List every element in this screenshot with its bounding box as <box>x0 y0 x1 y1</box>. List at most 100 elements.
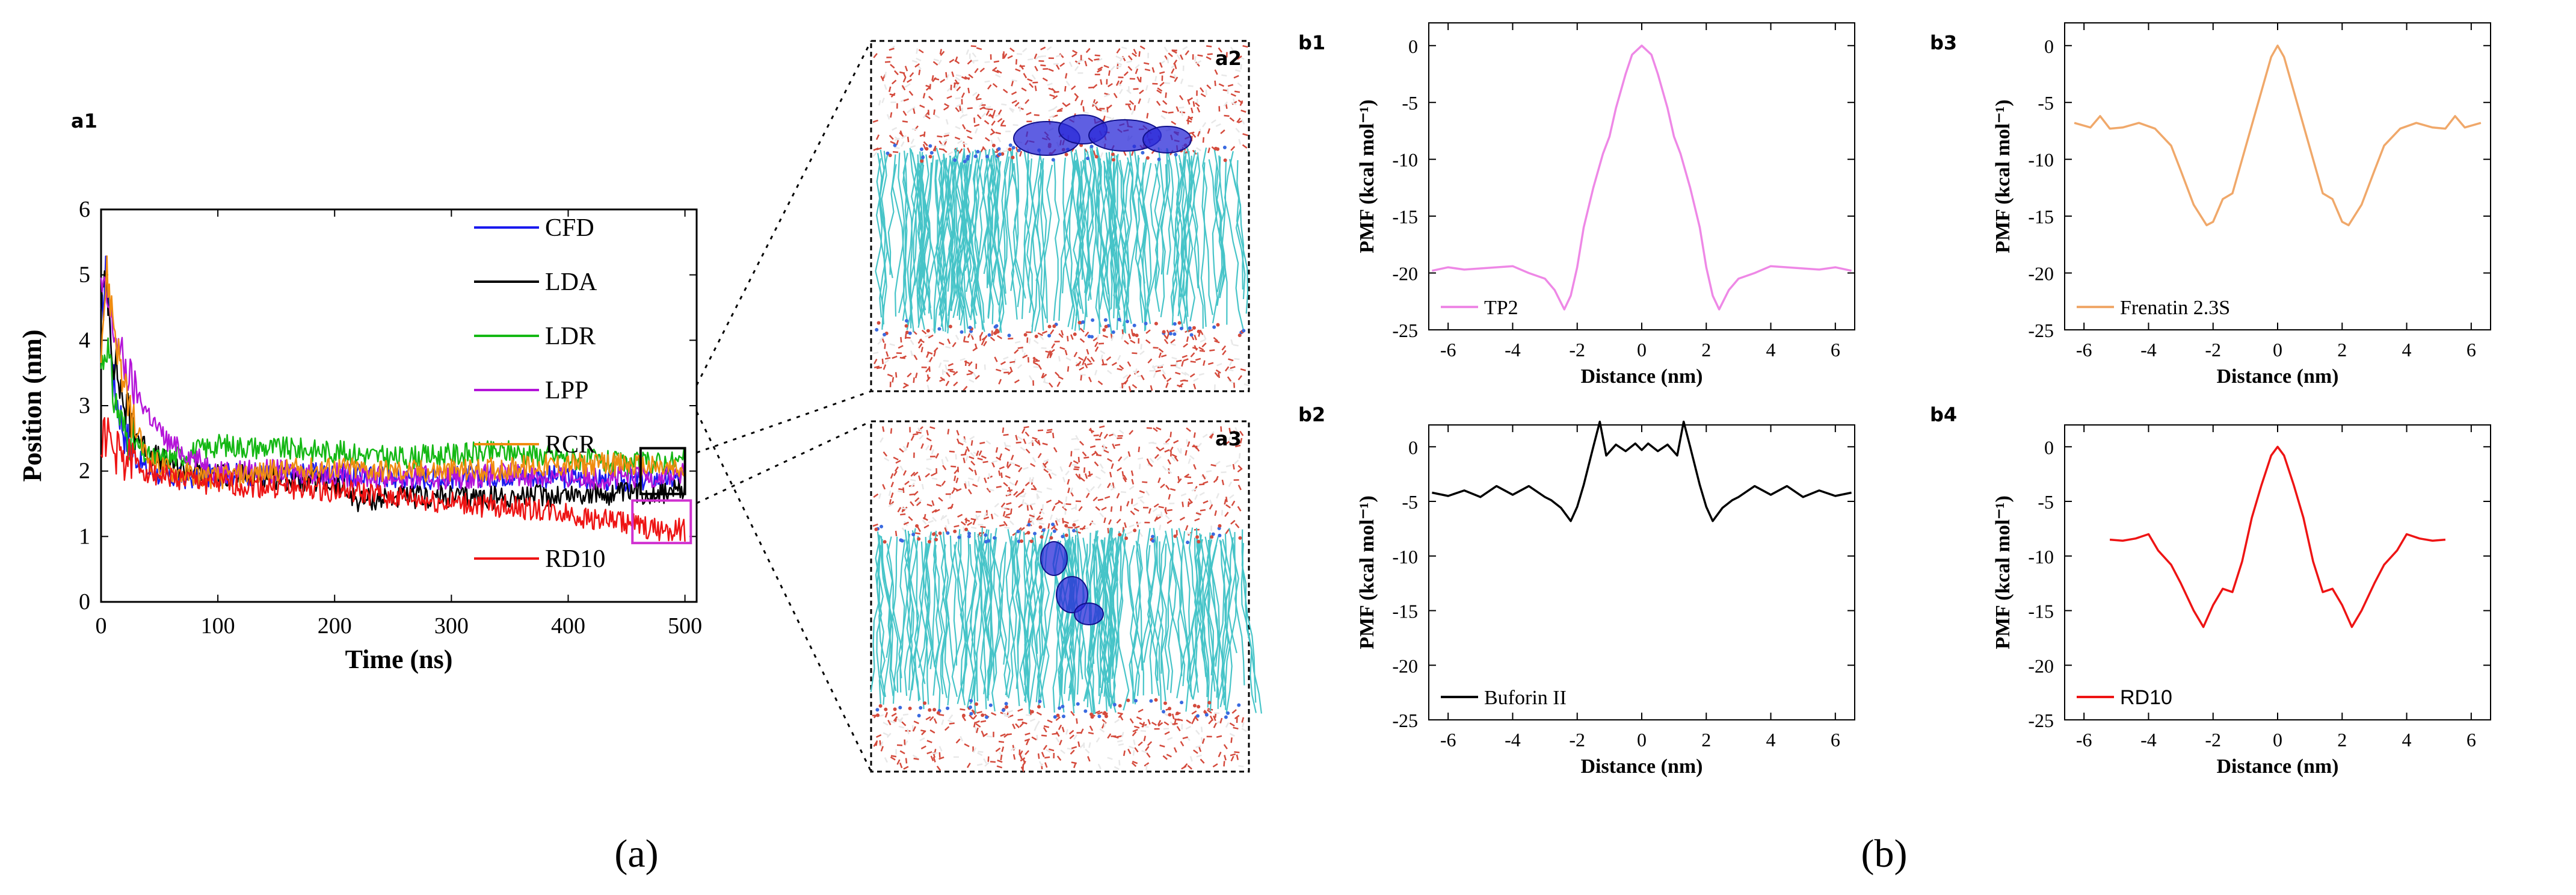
water-stick <box>1015 435 1018 441</box>
headgroup-atom <box>1207 701 1212 705</box>
lipid-tail <box>929 538 937 669</box>
headgroup-atom <box>963 159 967 164</box>
water-stick <box>1127 361 1132 367</box>
headgroup-atom <box>1157 157 1161 161</box>
water-stick <box>889 48 895 51</box>
water-stick <box>986 735 993 738</box>
water-stick <box>1133 48 1137 55</box>
water-stick <box>946 372 951 377</box>
plot-frame <box>2064 424 2491 720</box>
water-stick <box>1012 754 1016 760</box>
water-stick <box>1043 381 1049 385</box>
water-stick <box>1122 477 1127 483</box>
headgroup-atom <box>1038 525 1043 529</box>
water-stick <box>1103 116 1106 122</box>
water-stick <box>988 489 994 492</box>
water-stick <box>1213 478 1218 483</box>
water-stick <box>1121 731 1124 738</box>
water-stick <box>876 367 883 370</box>
water-stick <box>967 521 973 526</box>
water-stick <box>1219 717 1223 724</box>
water-stick <box>1100 354 1103 361</box>
water-stick <box>1028 375 1033 381</box>
water-stick <box>942 138 948 144</box>
water-stick <box>1020 757 1026 762</box>
water-stick <box>1127 55 1133 61</box>
water-stick <box>1047 523 1050 529</box>
lipid-tail <box>1222 533 1229 705</box>
water-stick <box>1015 441 1021 444</box>
water-stick <box>1231 102 1237 105</box>
water-stick <box>1164 82 1171 84</box>
water-stick <box>1138 741 1143 746</box>
water-stick <box>902 470 907 476</box>
water-stick <box>1166 469 1172 474</box>
water-stick <box>938 713 944 716</box>
water-stick <box>1237 506 1242 512</box>
water-stick <box>943 370 949 374</box>
water-stick <box>948 714 954 720</box>
water-stick <box>1070 85 1076 90</box>
water-stick <box>926 740 932 743</box>
water-stick <box>987 84 992 90</box>
x-tick-label: 300 <box>434 613 469 639</box>
headgroup-atom <box>1149 699 1153 703</box>
lipid-tail <box>972 162 984 330</box>
headgroup-atom <box>1133 699 1138 703</box>
lipid-tail <box>881 150 887 324</box>
x-tick-label: 200 <box>318 613 352 639</box>
headgroup-atom <box>1103 318 1108 322</box>
y-tick-label: 3 <box>79 393 90 418</box>
headgroup-atom <box>961 713 966 717</box>
water-stick <box>1237 55 1242 60</box>
water-stick <box>1203 360 1206 366</box>
water-stick <box>902 487 905 493</box>
x-tick-label: 0 <box>2273 729 2282 751</box>
lipid-tail <box>1089 531 1101 650</box>
headgroup-atom <box>1027 522 1031 527</box>
water-stick <box>1041 465 1046 471</box>
water-stick <box>1028 441 1034 445</box>
water-stick <box>1036 720 1040 726</box>
water-stick <box>1090 356 1095 362</box>
water-stick <box>1223 744 1228 750</box>
headgroup-atom <box>984 533 988 537</box>
water-stick <box>964 518 970 522</box>
water-stick <box>1127 105 1132 111</box>
water-stick <box>1175 366 1181 370</box>
water-stick <box>1068 462 1073 468</box>
water-stick <box>934 509 940 513</box>
water-stick <box>940 51 945 57</box>
lipid-tail <box>887 154 896 275</box>
headgroup-atom <box>1011 155 1015 159</box>
water-stick <box>1043 468 1049 473</box>
water-stick <box>1069 734 1074 740</box>
water-stick <box>1150 385 1153 391</box>
water-stick <box>1189 131 1195 135</box>
water-stick <box>1059 53 1064 58</box>
water-stick <box>973 372 977 378</box>
water-stick <box>1127 66 1133 71</box>
water-stick <box>1074 93 1079 98</box>
lipid-tail <box>876 158 889 318</box>
water-stick <box>1159 745 1165 748</box>
headgroup-atom <box>1061 534 1065 539</box>
water-stick <box>949 58 955 63</box>
zoom-connectors <box>695 40 872 772</box>
water-stick <box>941 480 946 486</box>
water-stick <box>929 356 933 362</box>
water-stick <box>1162 100 1168 105</box>
water-stick <box>1037 429 1044 432</box>
lipid-tail <box>975 539 987 695</box>
water-stick <box>1131 762 1137 767</box>
water-stick <box>981 339 985 345</box>
water-stick <box>1119 56 1124 62</box>
headgroup-atom <box>984 540 988 544</box>
water-stick <box>1034 66 1038 72</box>
water-stick <box>910 138 915 144</box>
lipid-tail <box>1063 159 1078 327</box>
water-stick <box>1176 726 1181 732</box>
water-stick <box>1144 62 1150 65</box>
water-stick <box>894 137 900 141</box>
